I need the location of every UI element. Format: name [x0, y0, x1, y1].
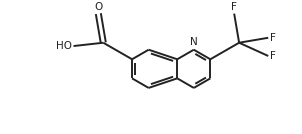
Text: O: O [94, 2, 102, 12]
Text: F: F [270, 33, 276, 43]
Text: F: F [270, 51, 276, 61]
Text: N: N [190, 37, 198, 47]
Text: HO: HO [56, 41, 72, 51]
Text: F: F [231, 2, 237, 12]
